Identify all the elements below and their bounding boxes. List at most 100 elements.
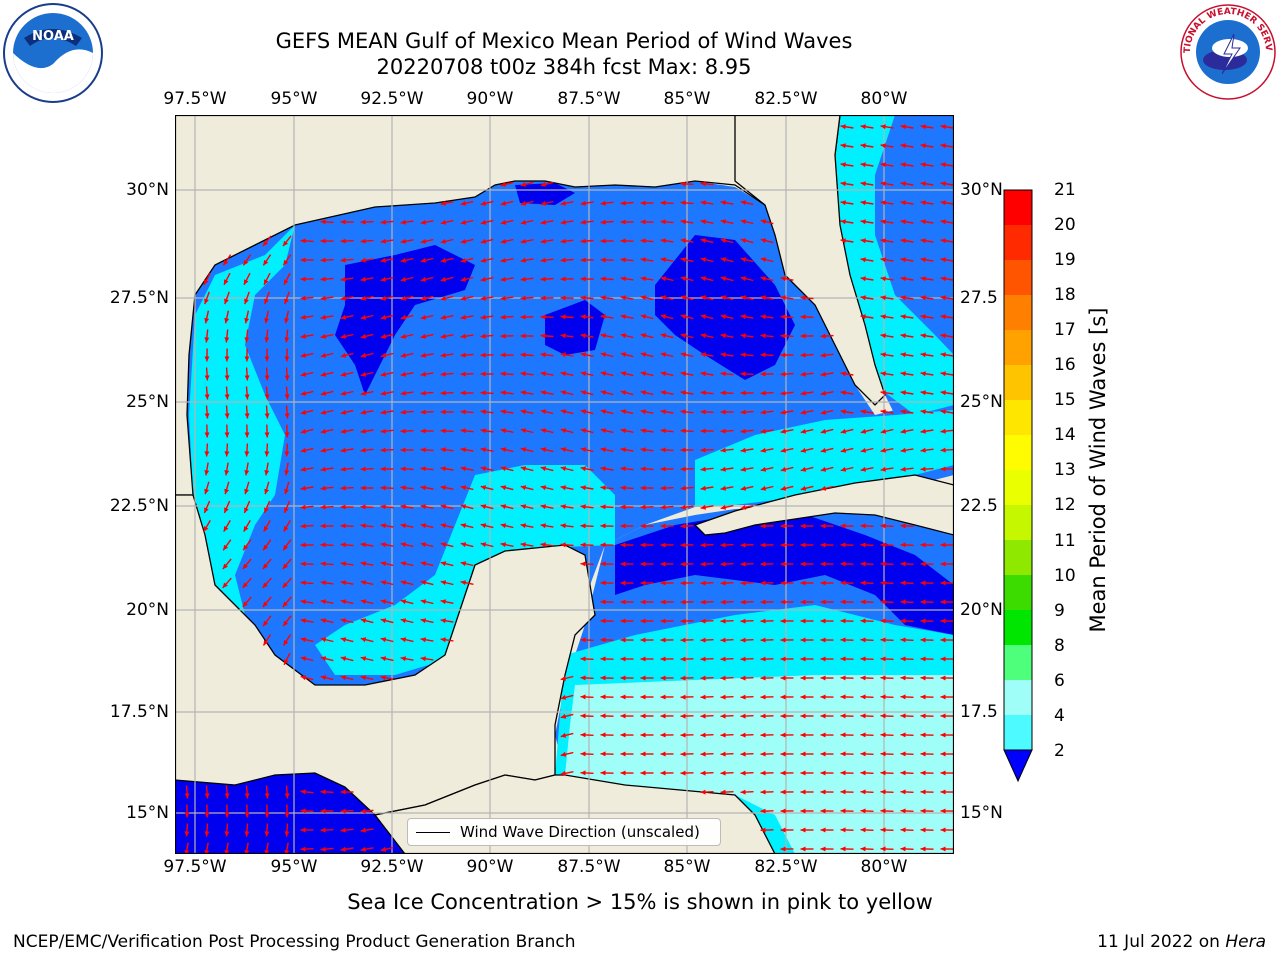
wind-wave-arrow-head	[560, 409, 567, 415]
wind-wave-arrow-head	[880, 713, 886, 719]
wind-wave-arrow-head	[940, 124, 946, 130]
colorbar-tick: 4	[1054, 706, 1065, 726]
wind-wave-arrow-head	[940, 732, 946, 738]
wind-wave-arrow-head	[580, 295, 586, 301]
wind-wave-arrow-head	[500, 542, 506, 548]
wind-wave-arrow-head	[580, 238, 586, 244]
wind-wave-arrow-head	[860, 200, 866, 206]
wind-wave-arrow-head	[880, 409, 886, 415]
wind-wave-arrow-head	[660, 466, 666, 472]
wind-wave-arrow-head	[224, 317, 230, 324]
wind-wave-arrow-head	[900, 523, 906, 529]
wind-wave-arrow-head	[500, 523, 507, 529]
wind-wave-arrow-head	[880, 561, 886, 567]
wind-wave-arrow-head	[440, 580, 447, 586]
wind-wave-arrow-head	[880, 257, 886, 263]
wind-wave-arrow-head	[600, 599, 606, 605]
colorbar-extend-arrow	[1003, 749, 1033, 783]
wind-wave-arrow-head	[360, 827, 366, 833]
wind-wave-arrow-head	[860, 162, 866, 168]
wind-wave-arrow-head	[284, 432, 290, 438]
wind-wave-arrow-head	[440, 485, 446, 491]
wind-wave-arrow-head	[800, 656, 806, 662]
legend-line-sample	[416, 831, 450, 833]
wind-wave-arrow-head	[360, 637, 367, 643]
wind-wave-arrow-head	[780, 428, 786, 434]
wind-wave-arrow-head	[440, 352, 446, 358]
wind-wave-arrow-head	[860, 523, 866, 529]
wind-wave-arrow-head	[860, 257, 866, 263]
wind-wave-arrow-head	[660, 675, 666, 681]
wind-wave-arrow-head	[940, 637, 946, 643]
wind-wave-arrow-head	[900, 694, 906, 700]
colorbar-tick: 12	[1054, 495, 1076, 515]
footer-date: 11 Jul 2022 on Hera	[1097, 932, 1266, 952]
wind-wave-arrow-head	[580, 390, 587, 396]
lon-label-top: 95°W	[270, 89, 318, 109]
wind-wave-arrow-head	[184, 812, 190, 818]
wind-wave-arrow-head	[640, 523, 646, 529]
wind-wave-arrow-head	[860, 542, 866, 548]
wind-wave-arrow-head	[900, 637, 906, 643]
wind-wave-arrow-head	[600, 694, 606, 700]
wind-wave-arrow-head	[540, 504, 546, 510]
wind-wave-arrow-head	[620, 751, 626, 757]
wind-wave-arrow-head	[440, 542, 447, 548]
wind-wave-arrow-head	[340, 428, 346, 434]
colorbar-tick: 6	[1054, 671, 1065, 691]
wind-wave-arrow-head	[620, 352, 627, 358]
wind-wave-arrow-head	[900, 827, 906, 833]
wind-wave-arrow-head	[720, 770, 726, 776]
wind-wave-arrow-head	[900, 751, 906, 757]
wind-wave-arrow-head	[840, 124, 846, 130]
lon-label-bottom: 92.5°W	[360, 857, 424, 877]
wind-wave-arrow-head	[640, 504, 646, 510]
wind-wave-arrow-head	[880, 295, 886, 301]
wind-wave-arrow-head	[660, 732, 666, 738]
wind-wave-arrow-head	[540, 295, 546, 301]
wind-wave-arrow-head	[940, 238, 946, 244]
wind-wave-arrow-head	[340, 789, 346, 795]
wind-wave-arrow-head	[283, 526, 289, 532]
wind-wave-arrow-head	[780, 675, 786, 681]
wind-wave-arrow-head	[880, 770, 886, 776]
wind-wave-arrow-head	[580, 694, 586, 700]
wind-wave-arrow-head	[760, 314, 766, 320]
wind-wave-arrow-head	[720, 542, 726, 548]
colorbar-cell	[1004, 400, 1032, 436]
wind-wave-arrow-head	[760, 789, 766, 795]
wind-wave-arrow-head	[300, 314, 306, 320]
wind-wave-arrow-head	[760, 428, 766, 434]
wind-wave-arrow-head	[600, 675, 606, 681]
wind-wave-arrow-head	[760, 409, 766, 415]
lon-label-top: 97.5°W	[163, 89, 227, 109]
wind-wave-arrow-head	[900, 732, 906, 738]
lat-label-right: 15°N	[960, 803, 1003, 823]
wind-wave-arrow-head	[820, 542, 826, 548]
wind-wave-arrow-head	[300, 257, 306, 263]
lon-label-bottom: 87.5°W	[557, 857, 621, 877]
wind-wave-arrow-head	[500, 314, 506, 320]
wind-wave-arrow-head	[340, 333, 347, 339]
wind-wave-arrow-head	[580, 637, 586, 643]
wind-wave-arrow-head	[900, 599, 906, 605]
wind-wave-arrow-head	[660, 314, 667, 320]
wind-wave-arrow-head	[700, 200, 706, 206]
wind-wave-arrow-head	[400, 276, 407, 282]
wind-wave-arrow-head	[400, 466, 406, 472]
wind-wave-arrow-head	[880, 618, 886, 624]
wind-wave-arrow-head	[880, 789, 886, 795]
wind-wave-arrow-head	[660, 694, 666, 700]
wind-wave-arrow-head	[560, 428, 567, 434]
colorbar-cell	[1004, 295, 1032, 331]
wind-wave-arrow-head	[440, 504, 447, 510]
lon-label-bottom: 85°W	[663, 857, 711, 877]
wind-wave-arrow-head	[223, 259, 229, 266]
wind-wave-arrow-head	[840, 618, 846, 624]
map-legend: Wind Wave Direction (unscaled)	[407, 818, 721, 846]
wind-wave-arrow-head	[920, 162, 926, 168]
wind-wave-arrow-head	[460, 276, 467, 282]
wind-wave-arrow-head	[840, 561, 846, 567]
wind-wave-arrow-head	[820, 428, 827, 434]
wind-wave-arrow-head	[820, 637, 826, 643]
